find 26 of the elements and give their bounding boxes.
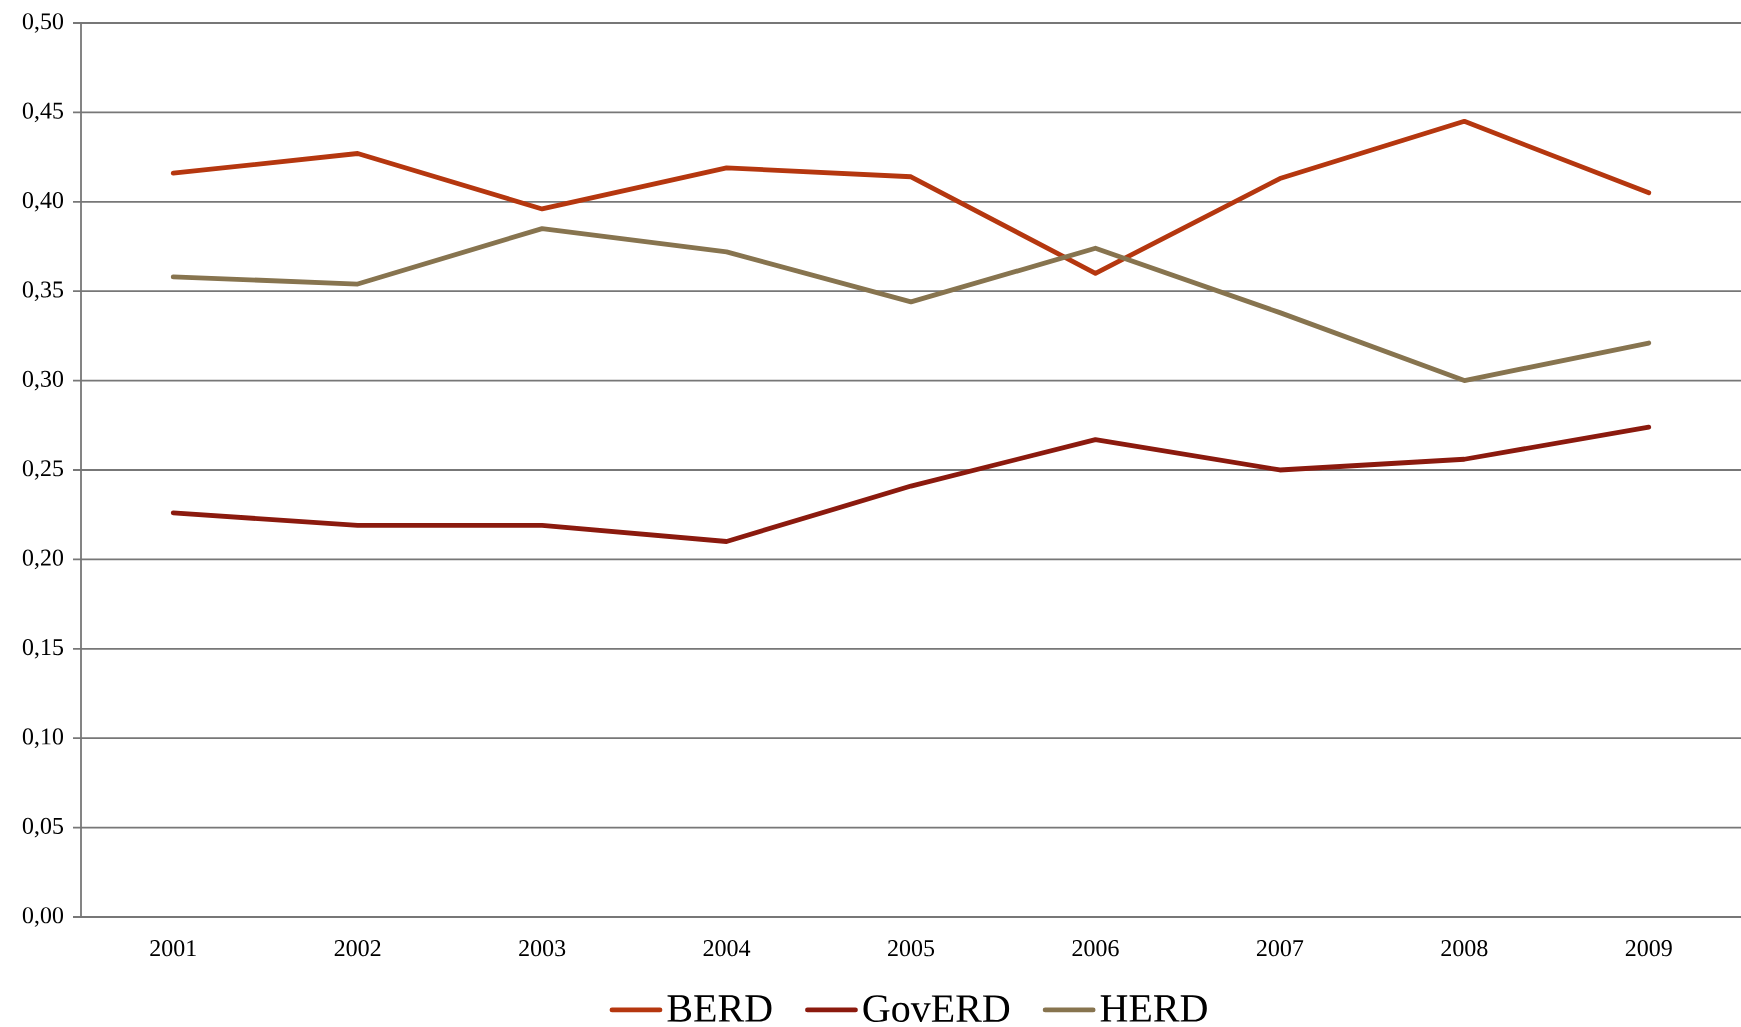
y-tick-label: 0,15 <box>22 638 64 659</box>
y-tick-label: 0,25 <box>22 460 64 480</box>
y-tick-label: 0,35 <box>22 281 64 302</box>
line-series <box>170 424 1652 544</box>
x-tick-label: 2001 <box>150 940 196 957</box>
x-tick-label: 2003 <box>519 940 566 957</box>
x-tick-label: 2008 <box>1441 940 1488 957</box>
line-series <box>170 118 1652 276</box>
legend-label: BERD <box>667 995 772 1022</box>
y-tick-label: 0,00 <box>22 907 64 927</box>
y-tick-label: 0,20 <box>22 549 64 570</box>
legend-label: GovERD <box>863 995 1010 1023</box>
y-tick-label: 0,50 <box>22 13 64 33</box>
y-tick-label: 0,05 <box>22 817 64 838</box>
x-tick-label: 2005 <box>888 940 935 957</box>
y-tick-label: 0,45 <box>22 102 64 123</box>
x-tick-label: 2004 <box>703 940 751 957</box>
y-tick-label: 0,30 <box>22 370 64 391</box>
y-tick-label: 0,10 <box>22 728 64 749</box>
line-series <box>170 226 1652 383</box>
x-tick-label: 2002 <box>334 940 381 957</box>
x-tick-label: 2006 <box>1072 940 1119 957</box>
x-tick-label: 2007 <box>1256 940 1304 957</box>
legend-label: HERD <box>1100 995 1207 1022</box>
y-tick-label: 0,40 <box>22 191 64 212</box>
x-tick-label: 2009 <box>1625 940 1672 957</box>
